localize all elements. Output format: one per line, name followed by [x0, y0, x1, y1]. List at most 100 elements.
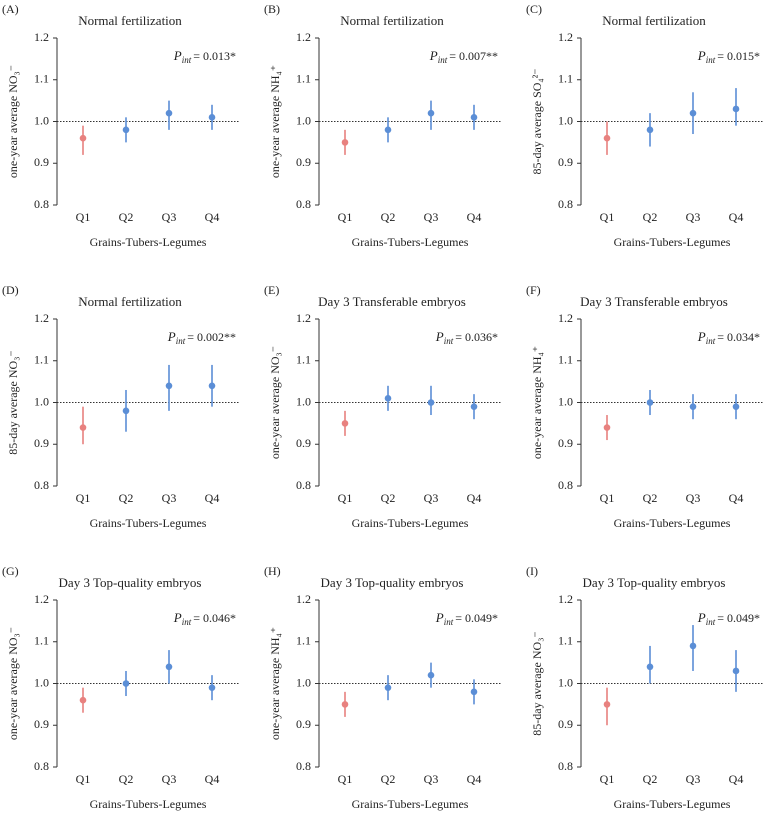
- p-text: = 0.049*: [717, 611, 760, 625]
- panel-title: Day 3 Transferable embryos: [318, 294, 466, 309]
- y-tick-label: 1.2: [296, 592, 311, 606]
- panel-title: Normal fertilization: [78, 294, 182, 309]
- panel-label: (H): [264, 564, 281, 578]
- x-tick-label: Q3: [162, 210, 177, 224]
- point: [732, 403, 740, 410]
- panel-title: Day 3 Top-quality embryos: [59, 575, 202, 590]
- y-tick-label: 0.9: [296, 436, 311, 450]
- p-subscript: int: [444, 336, 454, 346]
- x-tick-label: Q3: [424, 772, 439, 786]
- point: [732, 105, 740, 113]
- point: [122, 680, 130, 687]
- point: [427, 109, 435, 117]
- y-tick-label: 1.1: [296, 72, 311, 86]
- p-subscript: int: [182, 617, 192, 627]
- p-subscript: int: [706, 336, 716, 346]
- point: [341, 420, 349, 427]
- x-axis-label: Grains-Tubers-Legumes: [90, 235, 207, 249]
- point: [470, 114, 478, 121]
- p-annotation: Pint = 0.007**: [429, 48, 498, 65]
- y-tick-label: 0.8: [296, 478, 311, 492]
- x-tick-label: Q4: [205, 491, 220, 505]
- panel-title: Normal fertilization: [340, 13, 444, 28]
- x-tick-label: Q2: [643, 210, 658, 224]
- point: [208, 114, 216, 121]
- point: [603, 701, 611, 708]
- y-tick-label: 1.0: [558, 675, 573, 689]
- p-annotation: Pint = 0.046*: [173, 610, 236, 627]
- panel-title: Day 3 Transferable embryos: [580, 294, 728, 309]
- x-axis-label: Grains-Tubers-Legumes: [90, 516, 207, 530]
- y-tick-label: 1.0: [34, 113, 49, 127]
- panel-label: (E): [264, 283, 279, 297]
- y-tick-label: 1.1: [558, 353, 573, 367]
- point: [603, 134, 611, 142]
- point: [646, 663, 654, 671]
- panel-label: (G): [2, 564, 19, 578]
- point: [79, 696, 87, 704]
- point: [165, 663, 173, 671]
- p-symbol: P: [697, 610, 706, 625]
- x-tick-label: Q3: [424, 210, 439, 224]
- point: [689, 642, 697, 650]
- y-tick-label: 0.9: [558, 717, 573, 731]
- p-subscript: int: [706, 55, 716, 65]
- point: [427, 399, 435, 406]
- y-tick-label: 1.2: [558, 30, 573, 44]
- point: [384, 684, 392, 691]
- y-tick-label: 1.0: [296, 675, 311, 689]
- p-text: = 0.007**: [449, 49, 498, 63]
- p-symbol: P: [697, 48, 706, 63]
- p-annotation: Pint = 0.002**: [167, 329, 236, 346]
- x-tick-label: Q4: [729, 772, 744, 786]
- x-tick-label: Q2: [643, 772, 658, 786]
- y-tick-label: 1.2: [34, 311, 49, 325]
- y-tick-label: 1.0: [34, 394, 49, 408]
- p-annotation: Pint = 0.036*: [435, 329, 498, 346]
- y-tick-label: 0.8: [296, 197, 311, 211]
- x-tick-label: Q2: [119, 210, 134, 224]
- point: [427, 671, 435, 679]
- panel-title: Day 3 Top-quality embryos: [583, 575, 726, 590]
- x-tick-label: Q4: [205, 210, 220, 224]
- y-tick-label: 1.0: [296, 113, 311, 127]
- p-symbol: P: [173, 48, 182, 63]
- x-tick-label: Q4: [467, 210, 482, 224]
- p-annotation: Pint = 0.049*: [435, 610, 498, 627]
- p-text: = 0.049*: [455, 611, 498, 625]
- x-tick-label: Q3: [424, 491, 439, 505]
- y-tick-label: 0.8: [34, 478, 49, 492]
- x-tick-label: Q1: [600, 210, 615, 224]
- panel-label: (A): [2, 2, 19, 16]
- panel-label: (I): [526, 564, 538, 578]
- x-tick-label: Q2: [643, 491, 658, 505]
- x-axis-label: Grains-Tubers-Legumes: [90, 797, 207, 811]
- y-axis-label: one-year average NH₄⁺: [268, 65, 282, 178]
- panel-label: (B): [264, 2, 280, 16]
- y-tick-label: 0.9: [296, 155, 311, 169]
- x-tick-label: Q1: [600, 772, 615, 786]
- x-tick-label: Q3: [686, 491, 701, 505]
- p-annotation: Pint = 0.013*: [173, 48, 236, 65]
- point: [208, 382, 216, 390]
- x-tick-label: Q1: [76, 491, 91, 505]
- point: [79, 134, 87, 142]
- point: [732, 667, 740, 675]
- y-tick-label: 1.2: [34, 592, 49, 606]
- p-subscript: int: [176, 336, 186, 346]
- p-text: = 0.046*: [193, 611, 236, 625]
- point: [165, 109, 173, 117]
- point: [470, 688, 478, 696]
- x-tick-label: Q4: [467, 772, 482, 786]
- x-tick-label: Q3: [686, 772, 701, 786]
- y-tick-label: 1.2: [558, 592, 573, 606]
- panel-title: Normal fertilization: [602, 13, 706, 28]
- y-tick-label: 1.1: [296, 634, 311, 648]
- p-subscript: int: [182, 55, 192, 65]
- point: [384, 395, 392, 402]
- y-tick-label: 0.9: [34, 436, 49, 450]
- p-annotation: Pint = 0.015*: [697, 48, 760, 65]
- y-tick-label: 1.2: [296, 30, 311, 44]
- point: [122, 126, 130, 134]
- panel-label: (D): [2, 283, 19, 297]
